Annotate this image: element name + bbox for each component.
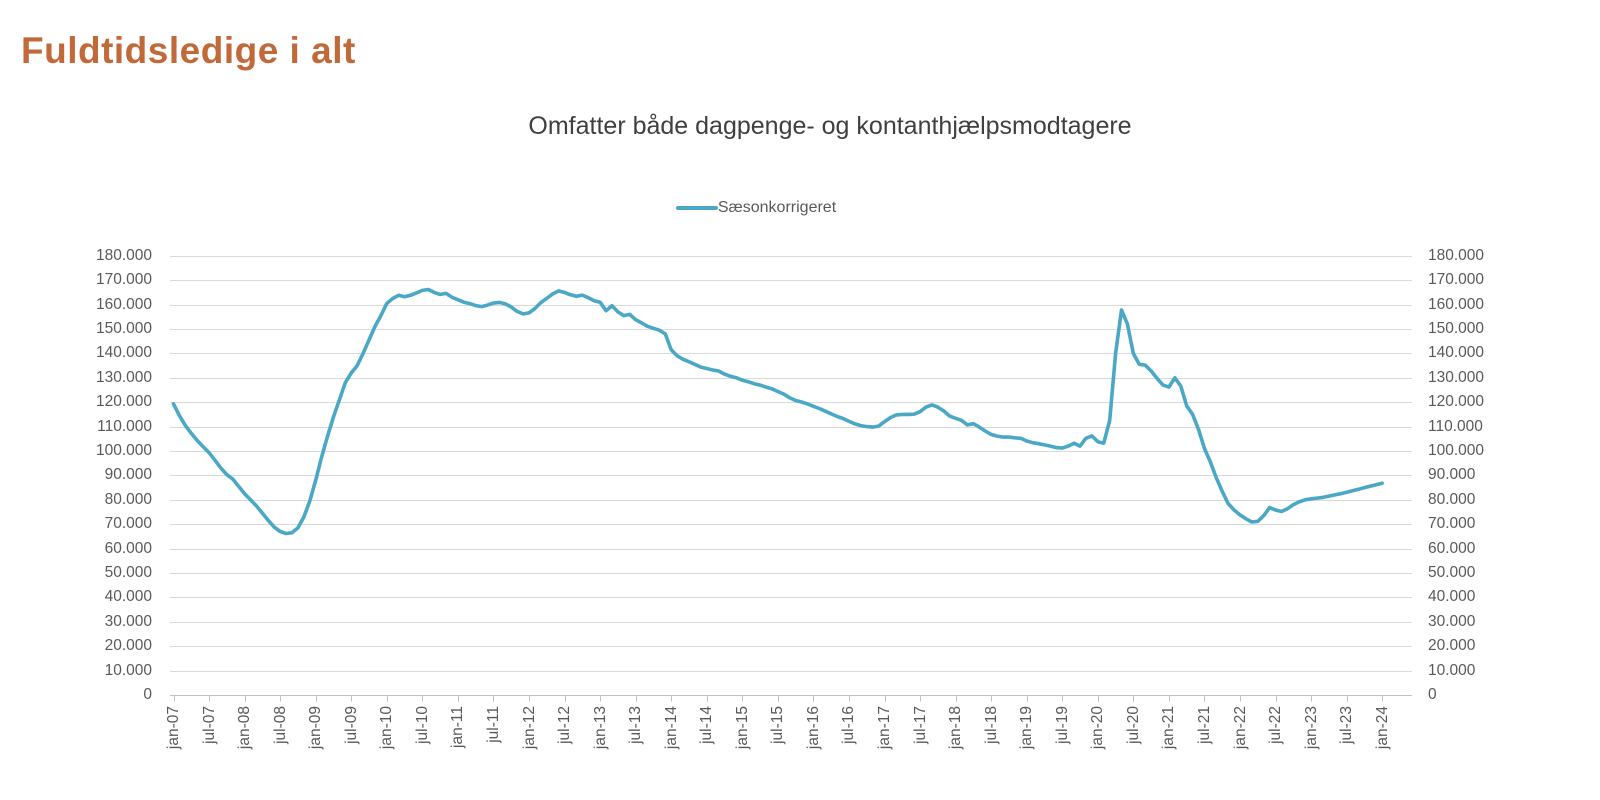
- x-axis-label: jan-07: [165, 706, 182, 750]
- y-axis-label-left: 60.000: [104, 539, 152, 557]
- x-axis-label: jan-24: [1373, 706, 1391, 750]
- y-axis-label-right: 170.000: [1428, 271, 1485, 289]
- x-axis-label: jan-08: [236, 706, 254, 750]
- x-axis-label: jan-10: [378, 706, 396, 750]
- x-axis-label: jul-20: [1124, 706, 1142, 744]
- y-axis-label-right: 150.000: [1428, 320, 1485, 337]
- x-axis-label: jan-14: [662, 706, 680, 750]
- x-axis-label: jul-23: [1338, 706, 1356, 744]
- y-axis-label-left: 80.000: [104, 490, 152, 508]
- legend: Sæsonkorrigeret: [100, 198, 1412, 218]
- x-axis-label: jul-11: [484, 706, 502, 743]
- y-axis-label-right: 60.000: [1428, 539, 1476, 557]
- y-axis-label-left: 150.000: [95, 320, 152, 337]
- y-axis-label-right: 160.000: [1428, 295, 1485, 313]
- y-axis-label-left: 20.000: [104, 637, 152, 655]
- y-axis-label-left: 180.000: [95, 246, 152, 264]
- y-axis-label-left: 30.000: [104, 612, 152, 630]
- x-axis-label: jul-14: [698, 706, 716, 744]
- y-axis-label-right: 100.000: [1428, 442, 1485, 459]
- series-line-saesonkorrigeret: [171, 287, 1384, 536]
- y-axis-label-right: 180.000: [1428, 246, 1485, 264]
- x-axis-label: jan-17: [876, 706, 893, 750]
- y-axis-label-left: 110.000: [97, 417, 152, 435]
- x-axis-label: jul-09: [342, 706, 360, 744]
- y-axis-label-left: 90.000: [104, 466, 152, 484]
- x-axis-label: jan-21: [1160, 706, 1178, 750]
- y-axis-label-right: 90.000: [1428, 466, 1476, 484]
- x-axis-label: jul-17: [911, 706, 929, 744]
- y-axis-label-right: 130.000: [1428, 368, 1485, 386]
- y-axis-label-left: 70.000: [104, 515, 152, 533]
- x-axis-label: jan-15: [733, 706, 751, 750]
- y-axis-label-left: 130.000: [95, 368, 152, 386]
- y-axis-label-right: 70.000: [1428, 515, 1476, 533]
- x-axis-label: jul-21: [1195, 706, 1213, 744]
- y-axis-label-right: 20.000: [1428, 637, 1476, 655]
- x-axis-label: jan-22: [1231, 706, 1249, 750]
- y-axis-label-left: 170.000: [95, 271, 152, 289]
- y-axis-label-left: 120.000: [95, 393, 152, 411]
- y-axis-label-right: 0: [1428, 686, 1437, 703]
- y-axis-label-left: 0: [143, 686, 152, 703]
- x-axis-label: jul-15: [769, 706, 787, 744]
- x-axis-label: jan-16: [804, 706, 822, 750]
- y-axis-label-right: 30.000: [1428, 612, 1476, 630]
- x-axis-label: jan-19: [1018, 706, 1036, 750]
- x-axis-label: jan-11: [449, 706, 467, 748]
- page-title: Fuldtidsledige i alt: [21, 30, 356, 71]
- x-axis-label: jul-16: [840, 706, 858, 744]
- y-axis-label-right: 50.000: [1428, 564, 1476, 581]
- y-axis-label-right: 120.000: [1428, 393, 1485, 411]
- y-axis-label-right: 80.000: [1428, 490, 1476, 508]
- x-axis-label: jan-13: [591, 706, 609, 750]
- x-axis-label: jul-07: [200, 706, 218, 744]
- x-axis-label: jan-23: [1302, 706, 1320, 750]
- y-axis-label-right: 10.000: [1428, 661, 1476, 679]
- x-axis-label: jan-20: [1089, 706, 1107, 750]
- x-axis-label: jul-12: [556, 706, 573, 744]
- y-axis-label-left: 100.000: [95, 442, 152, 459]
- y-axis-label-left: 160.000: [95, 295, 152, 313]
- y-axis-label-right: 140.000: [1428, 344, 1485, 362]
- chart-title: Omfatter både dagpenge- og kontanthjælps…: [528, 112, 1132, 140]
- x-axis-label: jan-09: [307, 706, 325, 750]
- y-axis-label-right: 40.000: [1428, 588, 1476, 606]
- y-axis-label-left: 10.000: [104, 661, 152, 679]
- x-axis-label: jul-10: [413, 706, 431, 744]
- y-axis-label-left: 140.000: [95, 344, 152, 362]
- x-axis-label: jul-18: [982, 706, 1000, 744]
- x-axis-label: jan-18: [947, 706, 965, 750]
- x-axis-label: jan-12: [520, 706, 538, 750]
- y-axis-label-right: 110.000: [1428, 417, 1483, 435]
- x-axis-label: jul-08: [271, 706, 289, 744]
- x-axis-label: jul-13: [627, 706, 645, 744]
- y-axis-label-left: 40.000: [104, 588, 152, 606]
- legend-label: Sæsonkorrigeret: [717, 199, 837, 216]
- y-axis-label-left: 50.000: [104, 564, 152, 581]
- x-axis-label: jul-22: [1267, 706, 1284, 744]
- legend-line-marker-icon: [675, 206, 718, 210]
- x-axis-label: jul-19: [1053, 706, 1071, 744]
